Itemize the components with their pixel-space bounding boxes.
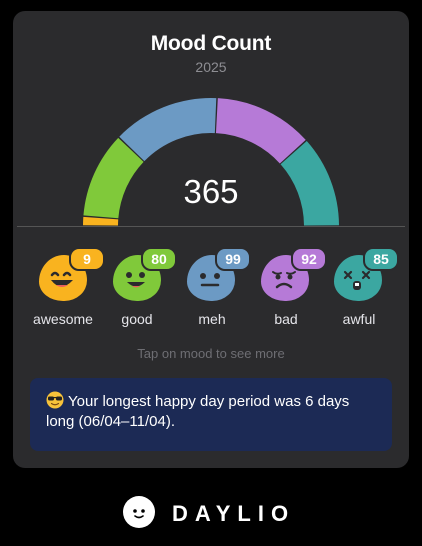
- mood-bad[interactable]: 92 bad: [250, 247, 327, 335]
- mood-count-card: Mood Count 2025 365 9 awesome: [13, 11, 409, 468]
- sunglasses-emoji-icon: [46, 391, 64, 409]
- mood-meh[interactable]: 99 meh: [176, 247, 251, 335]
- gauge-segment-good: [83, 137, 144, 219]
- mood-label: meh: [198, 311, 226, 327]
- daylio-face-icon: [123, 496, 155, 528]
- gauge-segment-bad: [215, 98, 306, 164]
- mood-awesome[interactable]: 9 awesome: [27, 247, 105, 335]
- mood-count-badge: 92: [291, 247, 327, 271]
- mood-count-badge: 9: [69, 247, 105, 271]
- mood-label: bad: [274, 311, 298, 327]
- mood-count-badge: 85: [363, 247, 399, 271]
- mood-label: awful: [342, 311, 376, 327]
- gauge-segment-meh: [119, 97, 217, 162]
- total-count: 365: [183, 173, 239, 210]
- brand-name: DAYLIO: [172, 501, 296, 526]
- longest-streak-text: Your longest happy day period was 6 days…: [46, 393, 350, 430]
- brand-footer: DAYLIO: [0, 493, 422, 533]
- longest-streak-banner: Your longest happy day period was 6 days…: [30, 378, 392, 451]
- mood-count-badge: 80: [141, 247, 177, 271]
- tap-hint: Tap on mood to see more: [137, 346, 285, 361]
- mood-label: awesome: [33, 311, 93, 327]
- year-label: 2025: [195, 59, 227, 75]
- mood-label: good: [121, 311, 153, 327]
- gauge-segment-awesome: [83, 216, 119, 226]
- gauge-baseline: [17, 226, 405, 227]
- card-title: Mood Count: [150, 32, 272, 55]
- mood-good[interactable]: 80 good: [101, 247, 177, 335]
- gauge-segment-awful: [280, 141, 339, 226]
- mood-count-badge: 99: [215, 247, 251, 271]
- mood-gauge-chart: [83, 97, 339, 226]
- mood-awful[interactable]: 85 awful: [323, 247, 399, 335]
